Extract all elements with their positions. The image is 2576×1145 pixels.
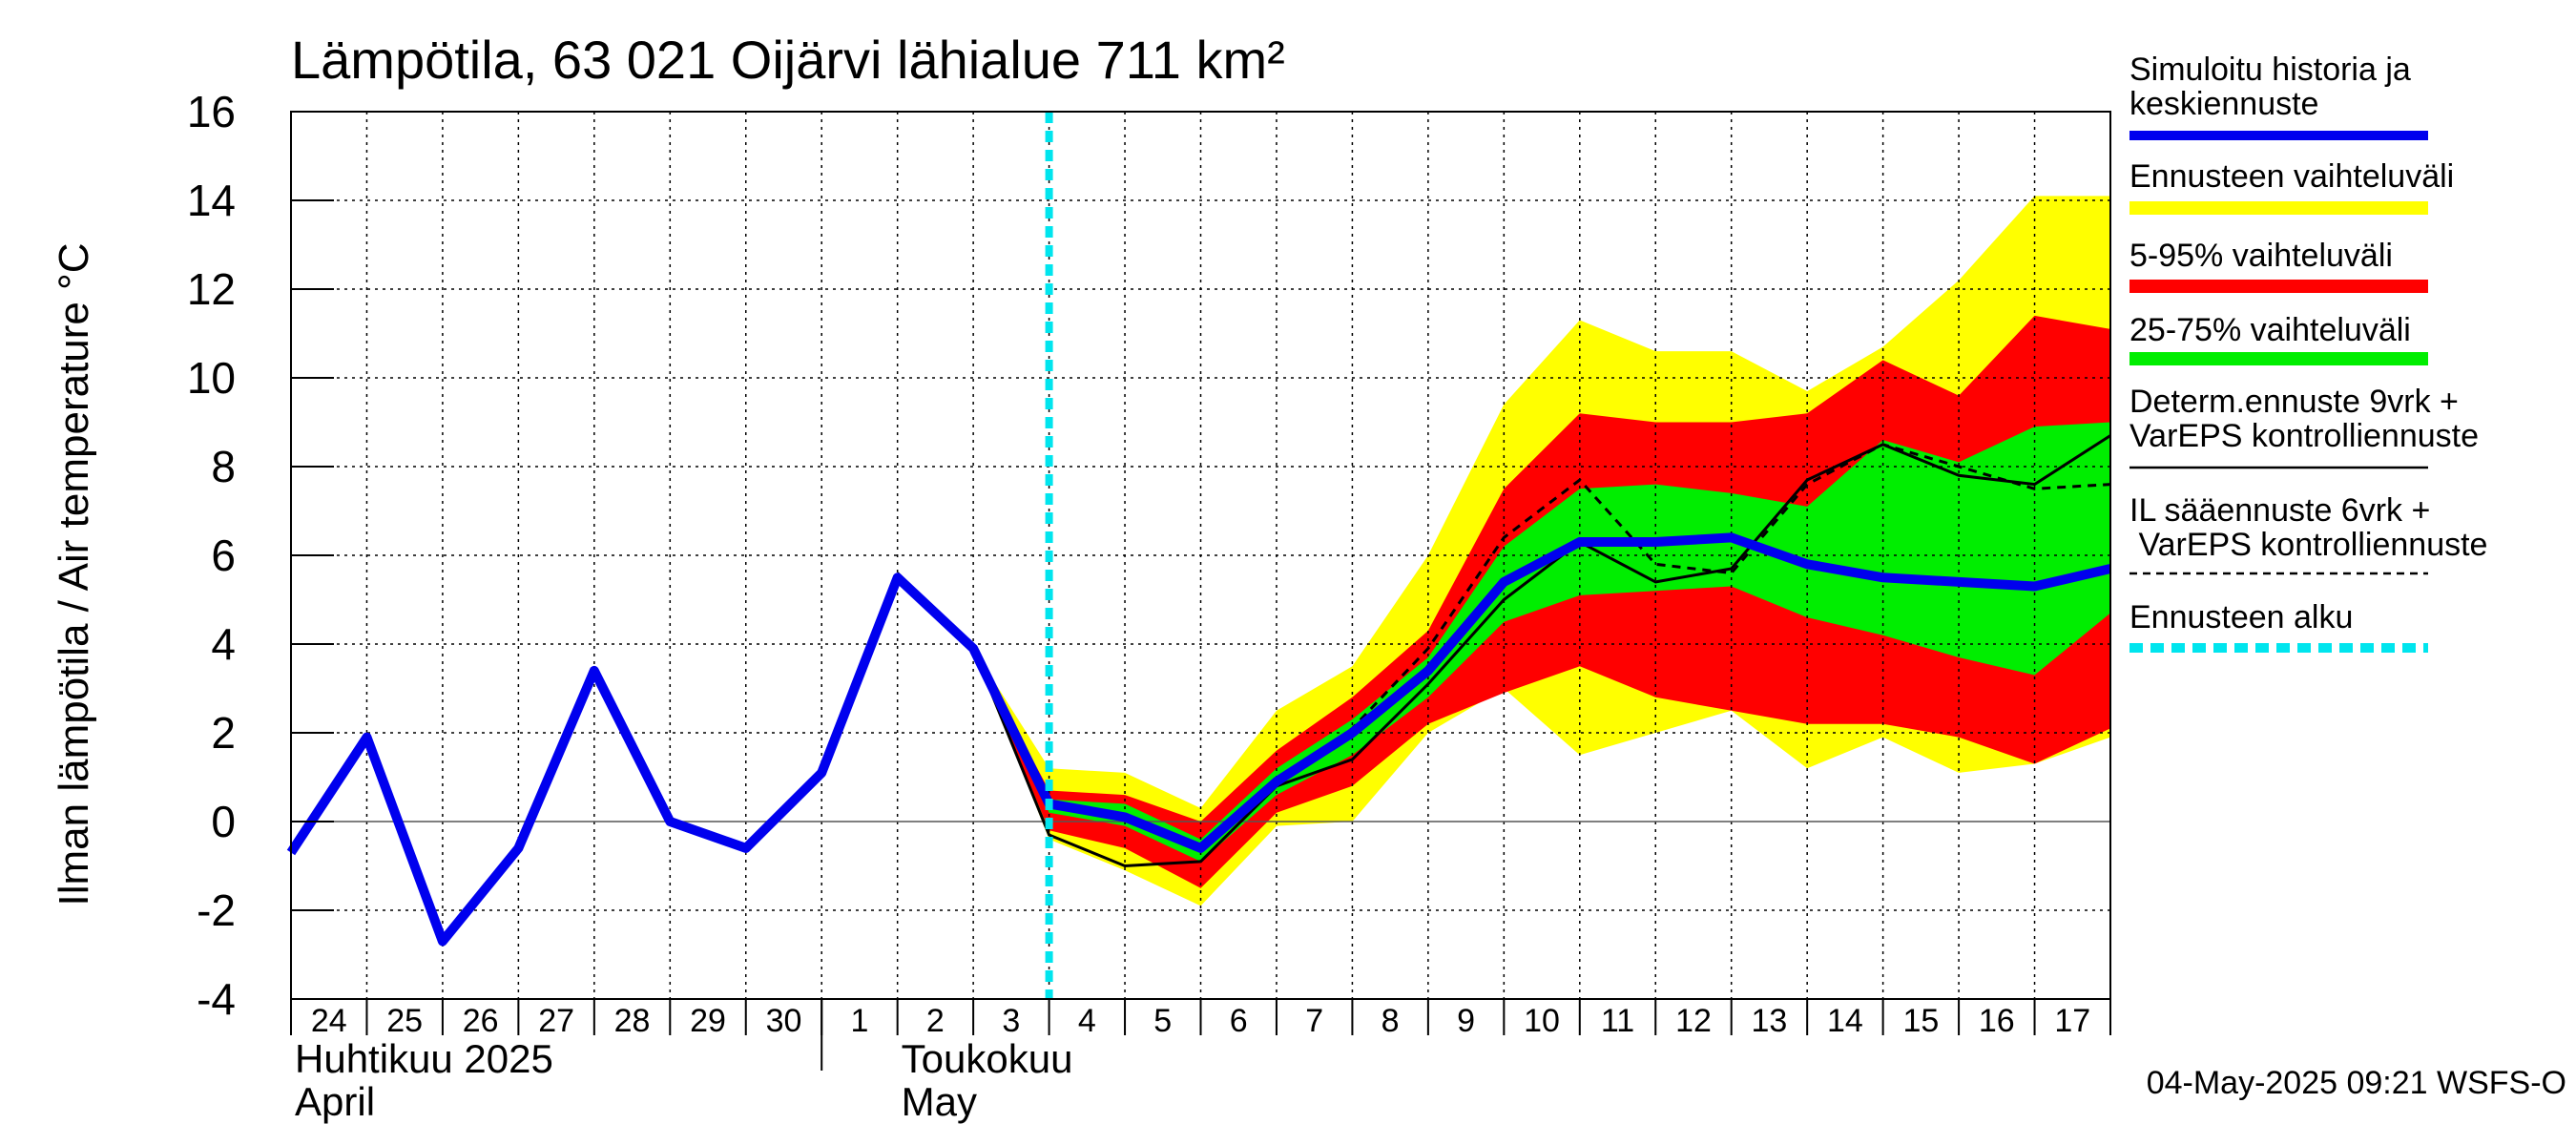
legend: Simuloitu historia ja keskiennuste Ennuste… (2129, 52, 2487, 653)
x-tick-label: 30 (766, 1003, 802, 1039)
legend-label: Simuloitu historia ja keskiennuste (2129, 52, 2411, 122)
simulated-history-line (286, 532, 2112, 947)
x-tick-label: 3 (1002, 1003, 1020, 1039)
y-tick-label: 2 (211, 708, 236, 758)
y-tick-label: 8 (211, 442, 236, 491)
grid (291, 111, 2110, 1000)
y-tick-label: 12 (187, 264, 236, 314)
deterministic-line (896, 434, 2111, 868)
legend-label: Determ.ennuste 9vrk + VarEPS kontrollienn… (2129, 384, 2479, 454)
x-tick-label: 29 (690, 1003, 726, 1039)
legend-label: IL sääennuste 6vrk + VarEPS kontrollienn… (2129, 492, 2487, 563)
il-forecast-line (1276, 443, 2111, 787)
x-tick-label: 4 (1078, 1003, 1096, 1039)
x-tick-label: 9 (1457, 1003, 1475, 1039)
legend-label: 5-95% vaihteluväli (2129, 238, 2393, 274)
y-tick-label: 14 (187, 176, 236, 225)
y-tick-label: -2 (197, 885, 236, 935)
x-tick-label: 6 (1230, 1003, 1248, 1039)
x-tick-label: 7 (1305, 1003, 1323, 1039)
y-tick-label: 10 (187, 353, 236, 403)
x-tick-label: 17 (2054, 1003, 2090, 1039)
x-tick-label: 24 (311, 1003, 347, 1039)
y-tick-label: 0 (211, 797, 236, 846)
y-tick-label: -4 (197, 974, 236, 1024)
x-tick-label: 26 (463, 1003, 499, 1039)
legend-label: Ennusteen vaihteluväli (2129, 158, 2454, 195)
x-tick-label: 11 (1601, 1003, 1634, 1039)
x-tick-label: 8 (1381, 1003, 1400, 1039)
x-tick-label: 10 (1524, 1003, 1560, 1039)
y-tick-label: 6 (211, 531, 236, 580)
month-label-en: April (295, 1079, 375, 1124)
x-tick-label: 27 (538, 1003, 574, 1039)
legend-label: Ennusteen alku (2129, 599, 2353, 635)
x-tick-label: 12 (1675, 1003, 1712, 1039)
x-tick-label: 15 (1902, 1003, 1939, 1039)
y-tick-label: 16 (187, 87, 236, 136)
chart-title: Lämpötila, 63 021 Oijärvi lähialue 711 k… (291, 30, 1285, 90)
month-label-fi: Huhtikuu 2025 (295, 1036, 553, 1081)
x-tick-label: 25 (386, 1003, 423, 1039)
x-tick-label: 16 (1979, 1003, 2015, 1039)
month-label-fi: Toukokuu (902, 1036, 1073, 1081)
y-axis: -4 -2 0 2 4 6 8 10 12 14 16 (187, 87, 334, 1024)
x-tick-label: 14 (1827, 1003, 1863, 1039)
legend-label: 25-75% vaihteluväli (2129, 312, 2411, 348)
month-label-en: May (902, 1079, 977, 1124)
x-tick-label: 5 (1153, 1003, 1172, 1039)
y-tick-label: 4 (211, 619, 236, 669)
x-axis: 24 25 26 27 28 29 30 1 2 3 4 5 6 7 8 9 10 11 12 13 14 15 16 17H… (290, 999, 2111, 1124)
y-axis-label: Ilman lämpötila / Air temperature °C (51, 243, 97, 906)
x-tick-label: 1 (850, 1003, 868, 1039)
series-lines (286, 112, 2112, 999)
x-tick-label: 28 (614, 1003, 651, 1039)
x-tick-label: 13 (1752, 1003, 1788, 1039)
band-25-75 (973, 422, 2110, 862)
footer-timestamp: 04-May-2025 09:21 WSFS-O (2147, 1065, 2566, 1101)
x-tick-label: 2 (926, 1003, 945, 1039)
